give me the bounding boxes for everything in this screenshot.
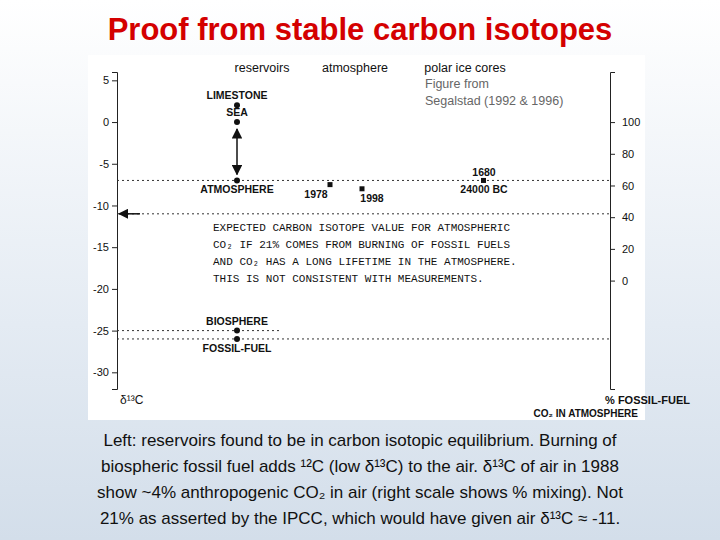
atmosphere-label: 1998 — [360, 192, 384, 204]
y-tick: -20 — [93, 283, 117, 295]
reservoir-label: BIOSPHERE — [206, 315, 268, 327]
subtitle: Segalstad (1992 & 1996) — [425, 94, 563, 108]
y2-tick-mark — [610, 249, 615, 250]
reference-line — [117, 338, 610, 339]
y2-tick: 100 — [610, 116, 640, 128]
y-tick-mark — [112, 122, 117, 123]
y2-axis-title: % FOSSIL-FUEL — [605, 394, 690, 406]
y-tick: -15 — [93, 241, 117, 253]
y2-tick-label: 100 — [622, 116, 640, 128]
y-axis-title: δ¹³C — [120, 393, 144, 407]
column-header: atmosphere — [322, 61, 388, 75]
y2-tick-mark — [610, 281, 615, 282]
caption: 21% as asserted by the IPCC, which would… — [100, 509, 620, 528]
plot-area — [117, 102, 610, 342]
y-tick-mark — [112, 205, 117, 206]
y-tick: 0 — [103, 116, 117, 128]
equilibrium-arrow — [236, 129, 238, 174]
y2-tick-mark — [610, 185, 615, 186]
y-axis-line — [112, 73, 118, 390]
column-header: polar ice cores — [424, 61, 505, 75]
y-tick-label: -10 — [93, 199, 109, 211]
reference-line — [117, 180, 610, 181]
y-tick: 5 — [103, 74, 117, 86]
annotation: THIS IS NOT CONSISTENT WITH MEASUREMENTS… — [213, 273, 484, 285]
atmosphere-point — [360, 186, 365, 191]
y-axis: -30 -25 -20 -15 -10 -5 0 5 — [93, 73, 117, 390]
y-tick: -25 — [93, 325, 117, 337]
y2-tick: 60 — [610, 180, 634, 192]
y2-tick: 20 — [610, 243, 634, 255]
ice-core-label: 1680 — [472, 166, 496, 178]
y2-tick-label: 20 — [622, 243, 634, 255]
caption: Left: reservoirs found to be in carbon i… — [103, 431, 616, 450]
y-tick-mark — [112, 164, 117, 165]
y-tick-label: -30 — [93, 366, 109, 378]
annotation: AND CO₂ HAS A LONG LIFETIME IN THE ATMOS… — [213, 256, 517, 268]
y2-tick-label: 60 — [622, 180, 634, 192]
y-tick: -30 — [93, 366, 117, 378]
reservoir-label: LIMESTONE — [206, 89, 267, 101]
y-tick-mark — [112, 80, 117, 81]
ice-core-point — [481, 178, 486, 183]
y-tick-label: -5 — [99, 158, 109, 170]
y-tick-label: -25 — [93, 325, 109, 337]
y2-tick-mark — [610, 154, 615, 155]
annotation: CO₂ IF 21% COMES FROM BURNING OF FOSSIL … — [213, 239, 510, 251]
y-tick-mark — [112, 247, 117, 248]
y-tick: -10 — [93, 199, 117, 211]
reservoir-label: SEA — [226, 106, 248, 118]
slide: Proof from stable carbon isotopes reservo… — [0, 0, 720, 540]
y2-axis-title: CO₂ IN ATMOSPHERE — [534, 408, 639, 419]
y2-axis-line — [611, 73, 616, 390]
y2-tick-label: 0 — [622, 275, 628, 287]
y-tick-label: 5 — [103, 74, 109, 86]
y2-tick: 0 — [610, 275, 628, 287]
reservoir-point — [234, 119, 240, 125]
y2-tick-mark — [610, 217, 615, 218]
y-tick-label: -15 — [93, 241, 109, 253]
atmosphere-label: 1978 — [304, 188, 328, 200]
annotation: EXPECTED CARBON ISOTOPE VALUE FOR ATMOSP… — [213, 222, 510, 234]
caption: biospheric fossil fuel adds ¹²C (low δ¹³… — [101, 457, 619, 476]
reference-line — [117, 213, 610, 214]
chart-panel — [88, 55, 645, 420]
y-tick: -5 — [99, 158, 117, 170]
subtitle: Figure from — [425, 77, 489, 91]
ice-core-label: 24000 BC — [460, 183, 508, 195]
reservoir-label: ATMOSPHERE — [200, 183, 273, 195]
y2-tick-label: 40 — [622, 211, 634, 223]
atmosphere-point — [328, 182, 333, 187]
y2-tick-label: 80 — [622, 148, 634, 160]
y-tick-label: 0 — [103, 116, 109, 128]
y-tick-mark — [112, 372, 117, 373]
caption: show ~4% anthropogenic CO₂ in air (right… — [97, 483, 623, 502]
column-header: reservoirs — [235, 61, 290, 75]
y2-axis: 0 20 40 60 80 100 — [610, 73, 640, 390]
y2-tick: 80 — [610, 148, 634, 160]
expected-arrow — [119, 213, 140, 215]
y2-tick: 40 — [610, 211, 634, 223]
reservoir-point — [234, 328, 240, 334]
title: Proof from stable carbon isotopes — [108, 12, 613, 47]
reference-line — [117, 330, 280, 331]
y2-tick-mark — [610, 122, 615, 123]
y-tick-mark — [112, 331, 117, 332]
y-tick-label: -20 — [93, 283, 109, 295]
reservoir-label: FOSSIL-FUEL — [203, 342, 272, 354]
y-tick-mark — [112, 289, 117, 290]
